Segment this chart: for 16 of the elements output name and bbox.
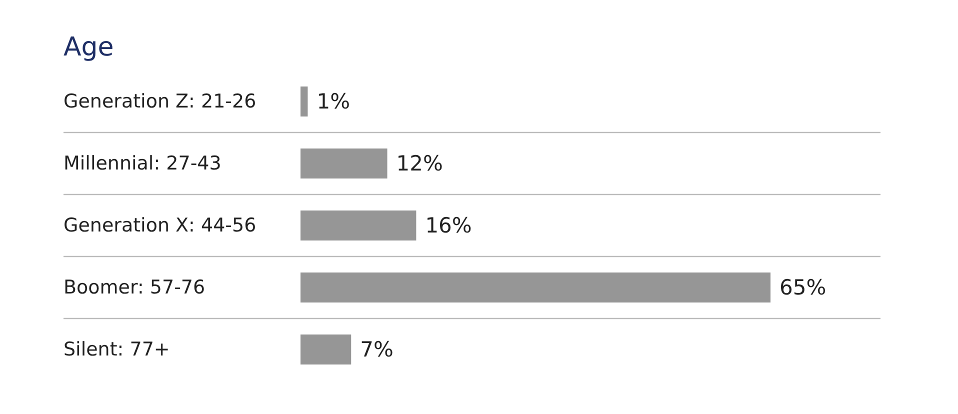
y-tick-label: Generation Z: 21-26 <box>64 90 256 112</box>
bar <box>300 86 308 116</box>
text: Age <box>64 32 114 62</box>
y-tick-label: Boomer: 57-76 <box>64 276 206 298</box>
bar <box>300 272 770 302</box>
data-label: 65% <box>780 276 826 300</box>
data-label: 12% <box>396 152 443 176</box>
data-label: 16% <box>425 214 472 238</box>
bar <box>300 148 388 178</box>
y-tick-label: Generation X: 44-56 <box>64 214 256 236</box>
data-label: 1% <box>316 90 350 114</box>
data-label: 7% <box>360 338 394 362</box>
y-tick-label: Millennial: 27-43 <box>64 152 222 174</box>
y-tick-label: Silent: 77+ <box>64 338 170 360</box>
bar <box>300 210 416 240</box>
bar <box>300 334 352 364</box>
